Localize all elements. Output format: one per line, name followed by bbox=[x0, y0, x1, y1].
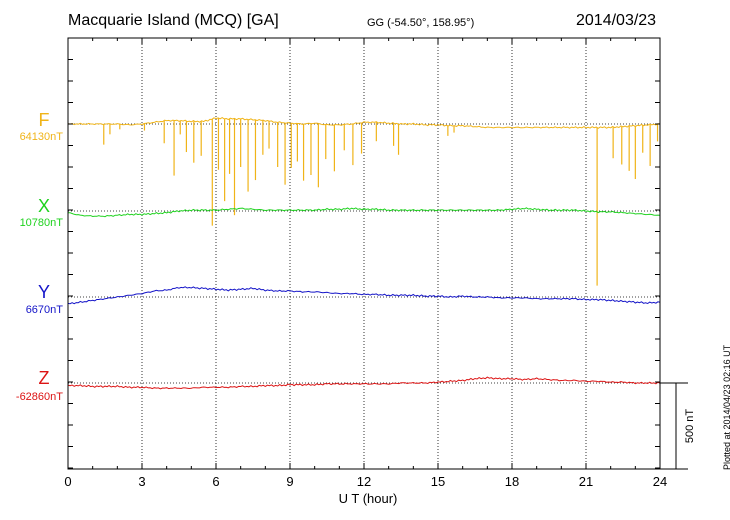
x-tick-label-21: 21 bbox=[579, 474, 593, 489]
x-tick-label-24: 24 bbox=[653, 474, 667, 489]
channel-letter-F: F bbox=[39, 110, 50, 130]
scale-bar-label: 500 nT bbox=[684, 409, 696, 444]
scale-bar: 500 nT bbox=[660, 382, 696, 470]
channel-baseline-value-Y: 6670nT bbox=[26, 304, 64, 316]
chart-title: Macquarie Island (MCQ) [GA] bbox=[68, 12, 279, 29]
x-tick-label-0: 0 bbox=[64, 474, 71, 489]
x-tick-label-18: 18 bbox=[505, 474, 519, 489]
series-layer bbox=[67, 117, 661, 390]
x-tick-label-9: 9 bbox=[286, 474, 293, 489]
channel-baseline-value-Z: -62860nT bbox=[16, 391, 63, 403]
series-line-Z bbox=[67, 376, 661, 390]
axis-ticks: 0 3 6 9 12 15 18 21 24 bbox=[64, 38, 667, 489]
station-coordinates: GG (-54.50°, 158.95°) bbox=[367, 17, 475, 29]
channel-baseline-value-X: 10780nT bbox=[20, 217, 64, 229]
time-gridlines bbox=[141, 38, 587, 469]
x-tick-label-3: 3 bbox=[138, 474, 145, 489]
series-line-F bbox=[67, 117, 661, 129]
channel-baseline-value-F: 64130nT bbox=[20, 131, 64, 143]
chart-date: 2014/03/23 bbox=[576, 12, 657, 29]
series-line-Y bbox=[67, 286, 661, 305]
channel-letter-X: X bbox=[38, 196, 50, 216]
channel-letter-Z: Z bbox=[39, 368, 50, 388]
x-tick-label-6: 6 bbox=[212, 474, 219, 489]
x-axis-label: U T (hour) bbox=[339, 491, 398, 506]
x-tick-label-15: 15 bbox=[431, 474, 445, 489]
series-line-X bbox=[67, 207, 661, 218]
x-tick-label-12: 12 bbox=[357, 474, 371, 489]
channel-letter-Y: Y bbox=[38, 282, 50, 302]
